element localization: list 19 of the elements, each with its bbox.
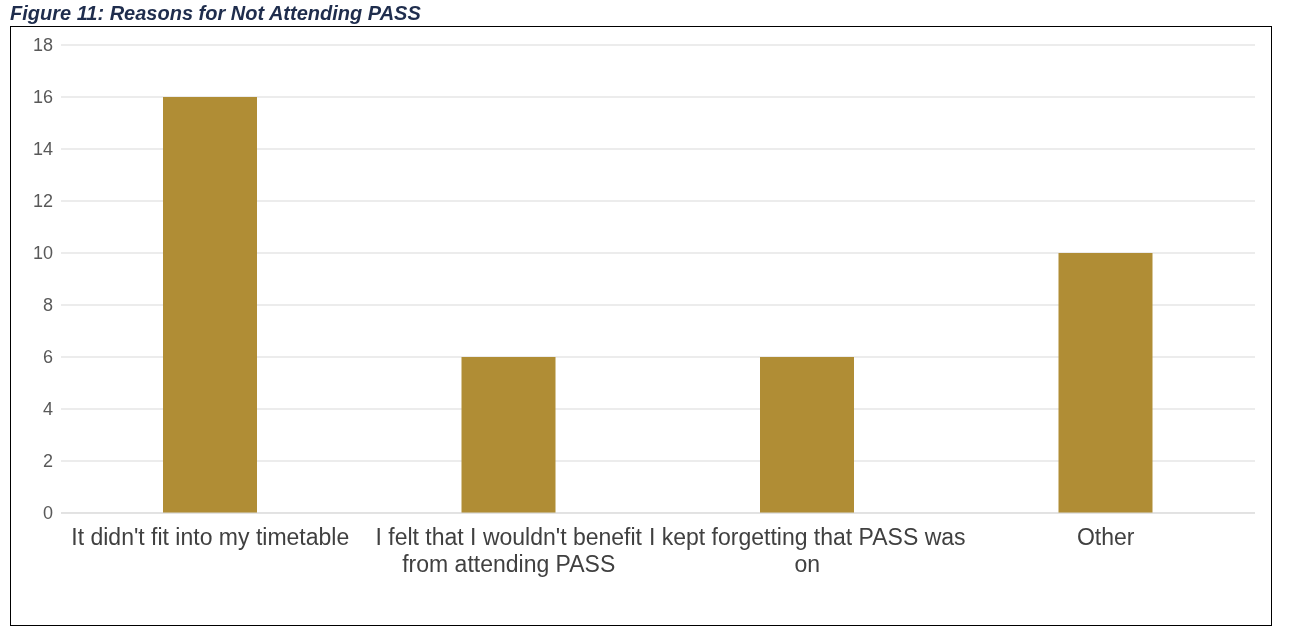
bar	[461, 357, 556, 513]
bar	[1058, 253, 1153, 513]
x-tick-label: Other	[1076, 524, 1135, 551]
y-tick-label: 18	[32, 35, 53, 56]
y-tick-label: 12	[32, 191, 53, 212]
y-tick-label: 0	[42, 503, 53, 524]
y-tick-label: 2	[42, 451, 53, 472]
y-tick-label: 16	[32, 87, 53, 108]
bar	[760, 357, 854, 513]
y-tick-label: 10	[32, 243, 53, 264]
chart-title: Figure 11: Reasons for Not Attending PASS	[10, 2, 421, 25]
x-tick-label: It didn't fit into my timetable	[71, 524, 350, 551]
y-tick-label: 8	[42, 295, 53, 316]
y-tick-label: 6	[42, 347, 53, 368]
bar	[163, 97, 257, 513]
x-tick-label: I kept forgetting that PASS was on	[648, 524, 966, 578]
x-tick-label: I felt that I wouldn't benefit from attending PASS	[375, 524, 643, 578]
y-tick-label: 14	[32, 139, 53, 160]
y-tick-label: 4	[42, 399, 53, 420]
